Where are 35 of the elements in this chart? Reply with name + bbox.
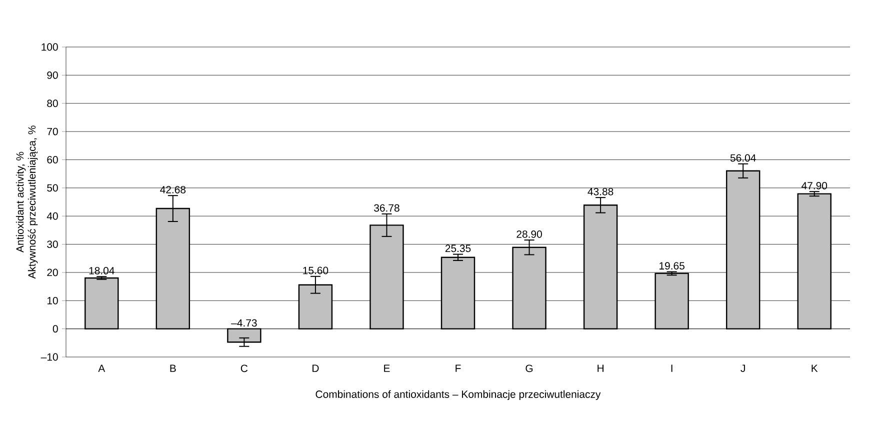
- data-label: 47.90: [802, 182, 828, 190]
- y-tick-label: 60: [47, 156, 58, 164]
- y-tick-label: 70: [47, 128, 58, 136]
- x-tick-label: F: [456, 364, 461, 372]
- y-tick-label: 30: [47, 240, 58, 248]
- x-tick-label: K: [812, 364, 818, 372]
- x-axis-title: Combinations of antioxidants – Kombinacje przeciwutleniaczy: [316, 390, 601, 400]
- data-label: 18.04: [89, 266, 114, 274]
- x-tick-label: B: [170, 364, 176, 372]
- data-label: 43.88: [588, 188, 614, 196]
- y-tick-label: 80: [47, 100, 58, 108]
- y-tick-label: 0: [52, 325, 58, 333]
- x-tick-label: I: [671, 364, 672, 372]
- data-label: 25.35: [445, 244, 471, 252]
- y-tick-label: 10: [47, 296, 58, 304]
- y-axis-title: Antioxidant activity, % Aktywność przeciwutleniająca, %: [16, 126, 38, 279]
- y-tick-label: 100: [42, 43, 58, 51]
- data-label: –4.73: [231, 319, 257, 327]
- x-tick-label: J: [740, 364, 745, 372]
- y-tick-label: 90: [47, 71, 58, 79]
- x-tick-label: A: [98, 364, 106, 372]
- x-tick-label: E: [384, 364, 390, 372]
- data-label: 28.90: [516, 230, 542, 238]
- x-tick-label: D: [312, 364, 319, 372]
- x-tick-label: G: [526, 364, 533, 372]
- y-tick-label: –10: [40, 353, 58, 361]
- y-tick-label: 20: [47, 268, 58, 276]
- data-label: 42.68: [160, 186, 186, 194]
- data-label: 15.60: [303, 266, 328, 274]
- data-label: 19.65: [660, 262, 684, 270]
- x-tick-label: C: [240, 364, 248, 372]
- data-label: 36.78: [374, 204, 400, 212]
- y-tick-label: 50: [47, 184, 58, 192]
- x-tick-label: H: [598, 364, 604, 372]
- y-tick-label: 40: [46, 212, 58, 220]
